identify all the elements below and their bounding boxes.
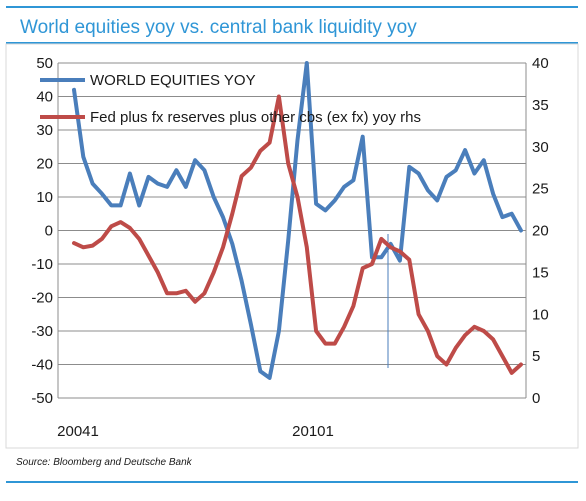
y-left-tick-label: -40 — [31, 357, 53, 374]
legend-label: Fed plus fx reserves plus other cbs (ex … — [90, 109, 421, 126]
source-note: Source: Bloomberg and Deutsche Bank — [16, 457, 192, 468]
y-left-tick-label: 10 — [36, 189, 53, 206]
y-left-tick-label: -50 — [31, 390, 53, 407]
y-left-tick-label: 30 — [36, 122, 53, 139]
y-right-tick-label: 15 — [532, 264, 549, 281]
y-left-tick-label: 20 — [36, 156, 53, 173]
title-bar: World equities yoy vs. central bank liqu… — [6, 6, 578, 44]
x-tick-label: 20101 — [292, 423, 334, 440]
y-right-tick-label: 35 — [532, 97, 549, 114]
y-right-tick-label: 20 — [532, 223, 549, 240]
y-left-tick-label: -20 — [31, 290, 53, 307]
y-left-tick-label: -10 — [31, 256, 53, 273]
x-tick-label: 20041 — [57, 423, 99, 440]
series-line-world-equities — [72, 61, 523, 380]
series-line-cb-liquidity — [72, 94, 523, 375]
y-left-tick-label: 50 — [36, 55, 53, 72]
y-left-tick-label: -30 — [31, 323, 53, 340]
y-left-tick-label: 40 — [36, 89, 53, 106]
y-right-tick-label: 25 — [532, 181, 549, 198]
y-left-tick-label: 0 — [45, 223, 53, 240]
y-right-tick-label: 0 — [532, 390, 540, 407]
y-right-tick-label: 5 — [532, 348, 540, 365]
y-right-tick-label: 40 — [532, 55, 549, 72]
legend-label: WORLD EQUITIES YOY — [90, 72, 256, 89]
bottom-rule — [6, 481, 578, 483]
y-right-tick-label: 30 — [532, 139, 549, 156]
y-right-tick-label: 10 — [532, 306, 549, 323]
chart-frame — [5, 43, 579, 449]
chart-title: World equities yoy vs. central bank liqu… — [20, 17, 417, 38]
